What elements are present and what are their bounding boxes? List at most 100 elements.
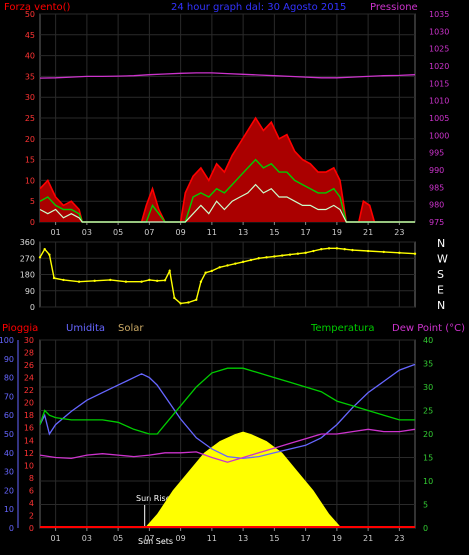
y-right-tick-label: 990 [429, 166, 444, 175]
direction-point [109, 278, 112, 282]
y-left-tick-label: 10 [25, 176, 35, 185]
y-rain-tick-label: 14 [24, 436, 34, 445]
y-rain-tick-label: 2 [29, 511, 34, 520]
direction-point [155, 279, 159, 283]
y-left-tick-label: 25 [25, 114, 35, 123]
y-rain-tick-label: 12 [24, 449, 34, 458]
direction-point [148, 278, 151, 282]
direction-point [382, 250, 385, 254]
y-humidity-tick-label: 90 [4, 355, 14, 364]
direction-point [218, 266, 221, 269]
compass-label-s: S [437, 268, 444, 281]
x-axis-label: 17 [301, 228, 311, 237]
direction-point [140, 280, 143, 283]
humidity-line [39, 363, 416, 460]
y-right-tick-label: 1005 [429, 114, 449, 123]
x-axis-label: 23 [394, 534, 404, 543]
wind-line [39, 158, 415, 223]
y-tick-label: 180 [20, 271, 35, 280]
y-tick-label: 90 [25, 287, 35, 296]
x-axis-label: 15 [269, 534, 279, 543]
direction-point [173, 296, 176, 300]
direction-point [43, 248, 46, 251]
left-axis-label: Forza vento() [4, 2, 71, 13]
y-right-tick-label: 1025 [429, 45, 449, 54]
y-left-tick-label: 0 [30, 218, 35, 227]
y-left-tick-label: 35 [25, 72, 35, 81]
direction-point [199, 280, 203, 283]
x-axis-label: 13 [238, 228, 248, 237]
direction-point [320, 248, 323, 251]
legend-dewpoint: Dew Point (°C) [392, 323, 465, 334]
direction-point [48, 253, 51, 256]
direction-point [351, 248, 354, 252]
y-right-tick-label: 1015 [429, 79, 449, 88]
y-humidity-tick-label: 10 [4, 505, 14, 514]
compass-label-n: N [437, 299, 445, 312]
y-temp-tick-label: 5 [423, 501, 428, 510]
y-rain-tick-label: 10 [24, 461, 34, 470]
direction-point [398, 251, 401, 255]
direction-point [257, 257, 260, 260]
y-rain-tick-label: 4 [29, 499, 34, 508]
y-humidity-tick-label: 40 [4, 449, 14, 458]
y-humidity-tick-label: 30 [4, 468, 14, 477]
y-left-tick-label: 20 [25, 135, 35, 144]
legend-pioggia: Pioggia [2, 323, 38, 334]
y-rain-tick-label: 20 [24, 399, 34, 408]
annotation-sun-rise: Sun Rise [136, 494, 171, 503]
direction-point [226, 264, 229, 267]
direction-line [39, 247, 416, 305]
y-rain-tick-label: 0 [29, 524, 34, 533]
x-axis-label: 17 [301, 534, 311, 543]
y-temp-tick-label: 40 [423, 336, 433, 345]
y-rain-tick-label: 24 [24, 374, 34, 383]
y-temp-tick-label: 10 [423, 477, 433, 486]
y-right-tick-label: 995 [429, 149, 444, 158]
y-tick-label: 360 [20, 238, 35, 247]
right-axis-label: Pressione [370, 2, 418, 13]
x-axis-label: 03 [82, 228, 92, 237]
direction-point [288, 253, 292, 256]
x-axis-label: 23 [394, 228, 404, 237]
annotation-sun-sets: Sun Sets [138, 537, 173, 546]
direction-point [210, 269, 214, 273]
x-axis-label: 19 [332, 534, 342, 543]
y-rain-tick-label: 6 [29, 486, 34, 495]
direction-point [304, 251, 307, 255]
y-tick-label: 0 [30, 303, 35, 312]
direction-point [413, 252, 417, 255]
direction-point [163, 279, 167, 282]
y-rain-tick-label: 18 [24, 411, 34, 420]
y-temp-tick-label: 30 [423, 383, 433, 392]
pressure-line [39, 72, 416, 79]
temperature-line [39, 367, 415, 435]
legend-temperatura: Temperatura [310, 323, 375, 334]
x-axis-label: 15 [269, 228, 279, 237]
direction-point [38, 256, 42, 259]
direction-point [93, 279, 96, 283]
compass-label-e: E [437, 284, 444, 297]
compass-label-n: N [437, 237, 445, 250]
direction-point [273, 255, 276, 258]
direction-point [327, 247, 331, 250]
direction-point [280, 254, 284, 257]
direction-point [265, 256, 268, 259]
direction-point [312, 249, 315, 253]
chart-title: 24 hour graph dal: 30 Agosto 2015 [171, 2, 346, 13]
direction-point [52, 276, 56, 280]
y-rain-tick-label: 8 [29, 474, 34, 483]
wind-pressure-chart: Forza vento() 24 hour graph dal: 30 Agos… [4, 2, 449, 237]
y-humidity-tick-label: 80 [4, 374, 14, 383]
direction-point [249, 258, 253, 262]
solar-area [144, 431, 342, 528]
direction-point [124, 280, 128, 283]
y-temp-tick-label: 15 [423, 454, 433, 463]
direction-point [343, 248, 346, 251]
y-temp-tick-label: 35 [423, 360, 433, 369]
x-axis-label: 21 [363, 534, 373, 543]
legend-umidita: Umidita [66, 323, 105, 334]
